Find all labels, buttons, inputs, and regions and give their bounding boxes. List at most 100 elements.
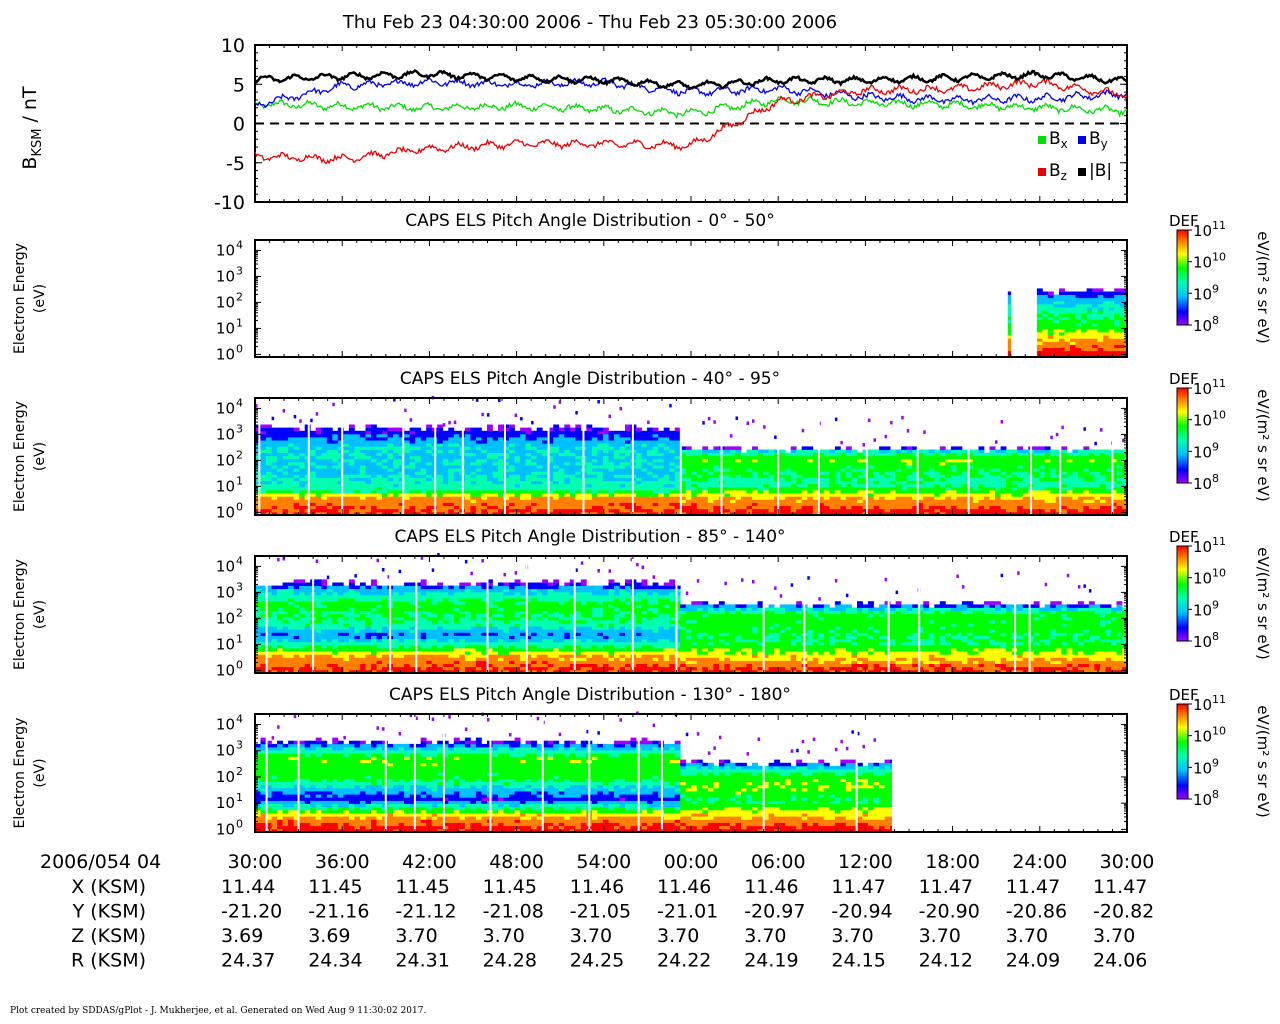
heatmap-cell (1108, 353, 1115, 358)
heatmap-cell (337, 430, 344, 435)
heatmap-cell (967, 449, 974, 453)
heatmap-cell (674, 433, 681, 438)
heatmap-cell (978, 465, 985, 469)
heatmap-cell (834, 486, 841, 491)
heatmap-cell (487, 440, 493, 444)
heatmap-cell (1044, 455, 1051, 460)
heatmap-cell (724, 477, 731, 482)
heatmap-cell (1092, 313, 1098, 317)
heatmap-cell (558, 493, 565, 497)
heatmap-cell (1064, 319, 1071, 324)
heatmap-cell (282, 496, 289, 500)
heatmap-cell (547, 493, 554, 497)
heatmap-cell (415, 449, 422, 453)
heatmap-cell (702, 505, 709, 510)
heatmap-cell (1119, 332, 1126, 336)
heatmap-cell (978, 502, 985, 506)
heatmap-cell (801, 471, 808, 475)
heatmap-cell (520, 483, 526, 488)
heatmap-cell (989, 465, 996, 469)
heatmap-cell (1064, 294, 1071, 299)
heatmap-cell (796, 511, 803, 516)
heatmap-cell (448, 427, 455, 432)
heatmap-cell (487, 505, 493, 510)
heatmap-cell (1044, 458, 1051, 463)
heatmap-cell (282, 427, 289, 432)
heatmap-cell (1105, 449, 1112, 453)
heatmap-cell (945, 493, 952, 497)
heatmap-cell (641, 502, 648, 506)
heatmap-cell (647, 486, 653, 491)
heatmap-cell (746, 468, 753, 472)
heatmap-cell (1100, 480, 1106, 485)
heatmap-cell (1100, 449, 1106, 453)
heatmap-cell (464, 496, 471, 500)
heatmap-cell (398, 427, 405, 432)
heatmap-cell (382, 490, 388, 494)
heatmap-cell (1059, 300, 1065, 305)
heatmap-cell (945, 490, 952, 494)
heatmap-cell (564, 490, 571, 494)
heatmap-cell (619, 471, 626, 475)
heatmap-cell (1103, 325, 1110, 330)
heatmap-cell (879, 462, 885, 466)
heatmap-cell (1122, 499, 1128, 503)
heatmap-cell (1108, 341, 1115, 345)
heatmap-cell (939, 502, 946, 506)
heatmap-cell (536, 427, 543, 432)
heatmap-cell (691, 490, 698, 494)
heatmap-cell (255, 427, 261, 432)
heatmap-cell (702, 508, 709, 513)
heatmap-cell (741, 486, 747, 491)
heatmap-cell (337, 511, 344, 516)
y-tick-label: 10 (216, 293, 235, 311)
heatmap-cell (514, 468, 521, 472)
heatmap-cell (696, 505, 703, 510)
heatmap-cell (536, 443, 543, 447)
heatmap-cell (989, 477, 996, 482)
heatmap-cell (536, 508, 543, 513)
heatmap-cell (525, 465, 532, 469)
heatmap-cell (912, 465, 919, 469)
heatmap-cell (343, 465, 350, 469)
heatmap-cell (371, 471, 377, 475)
heatmap-cell (437, 462, 444, 466)
heatmap-cell (293, 452, 300, 457)
heatmap-cell (746, 493, 753, 497)
heatmap-cell (354, 480, 361, 485)
heatmap-cell (834, 490, 841, 494)
heatmap-cell (1039, 493, 1046, 497)
heatmap-cell (967, 508, 974, 513)
heatmap-cell (365, 443, 372, 447)
heatmap-cell (1114, 328, 1121, 333)
heatmap-cell (818, 496, 825, 500)
heatmap-cell (448, 496, 455, 500)
heatmap-cell (299, 437, 306, 441)
heatmap-cell (735, 458, 742, 463)
heatmap-cell (321, 452, 328, 457)
heatmap-cell (768, 465, 775, 469)
heatmap-cell (696, 499, 703, 503)
heatmap-cell (823, 474, 830, 478)
heatmap-cell (514, 486, 521, 491)
heatmap-cell (487, 462, 493, 466)
heatmap-cell (696, 458, 703, 463)
heatmap-cell (409, 465, 416, 469)
heatmap-cell (409, 449, 416, 453)
heatmap-cell (652, 440, 659, 444)
heatmap-cell (553, 462, 560, 466)
heatmap-cell (685, 468, 692, 472)
heatmap-cell (768, 458, 775, 463)
heatmap-cell (415, 490, 422, 494)
heatmap-cell (470, 468, 477, 472)
heatmap-cell (475, 446, 482, 450)
heatmap-cell (255, 468, 261, 472)
heatmap-cell (906, 480, 913, 485)
heatmap-cell (470, 508, 477, 513)
heatmap-cell (1072, 452, 1079, 457)
heatmap-speckle (531, 420, 534, 425)
heatmap-cell (481, 474, 488, 478)
heatmap-cell (597, 449, 604, 453)
heatmap-cell (608, 480, 615, 485)
